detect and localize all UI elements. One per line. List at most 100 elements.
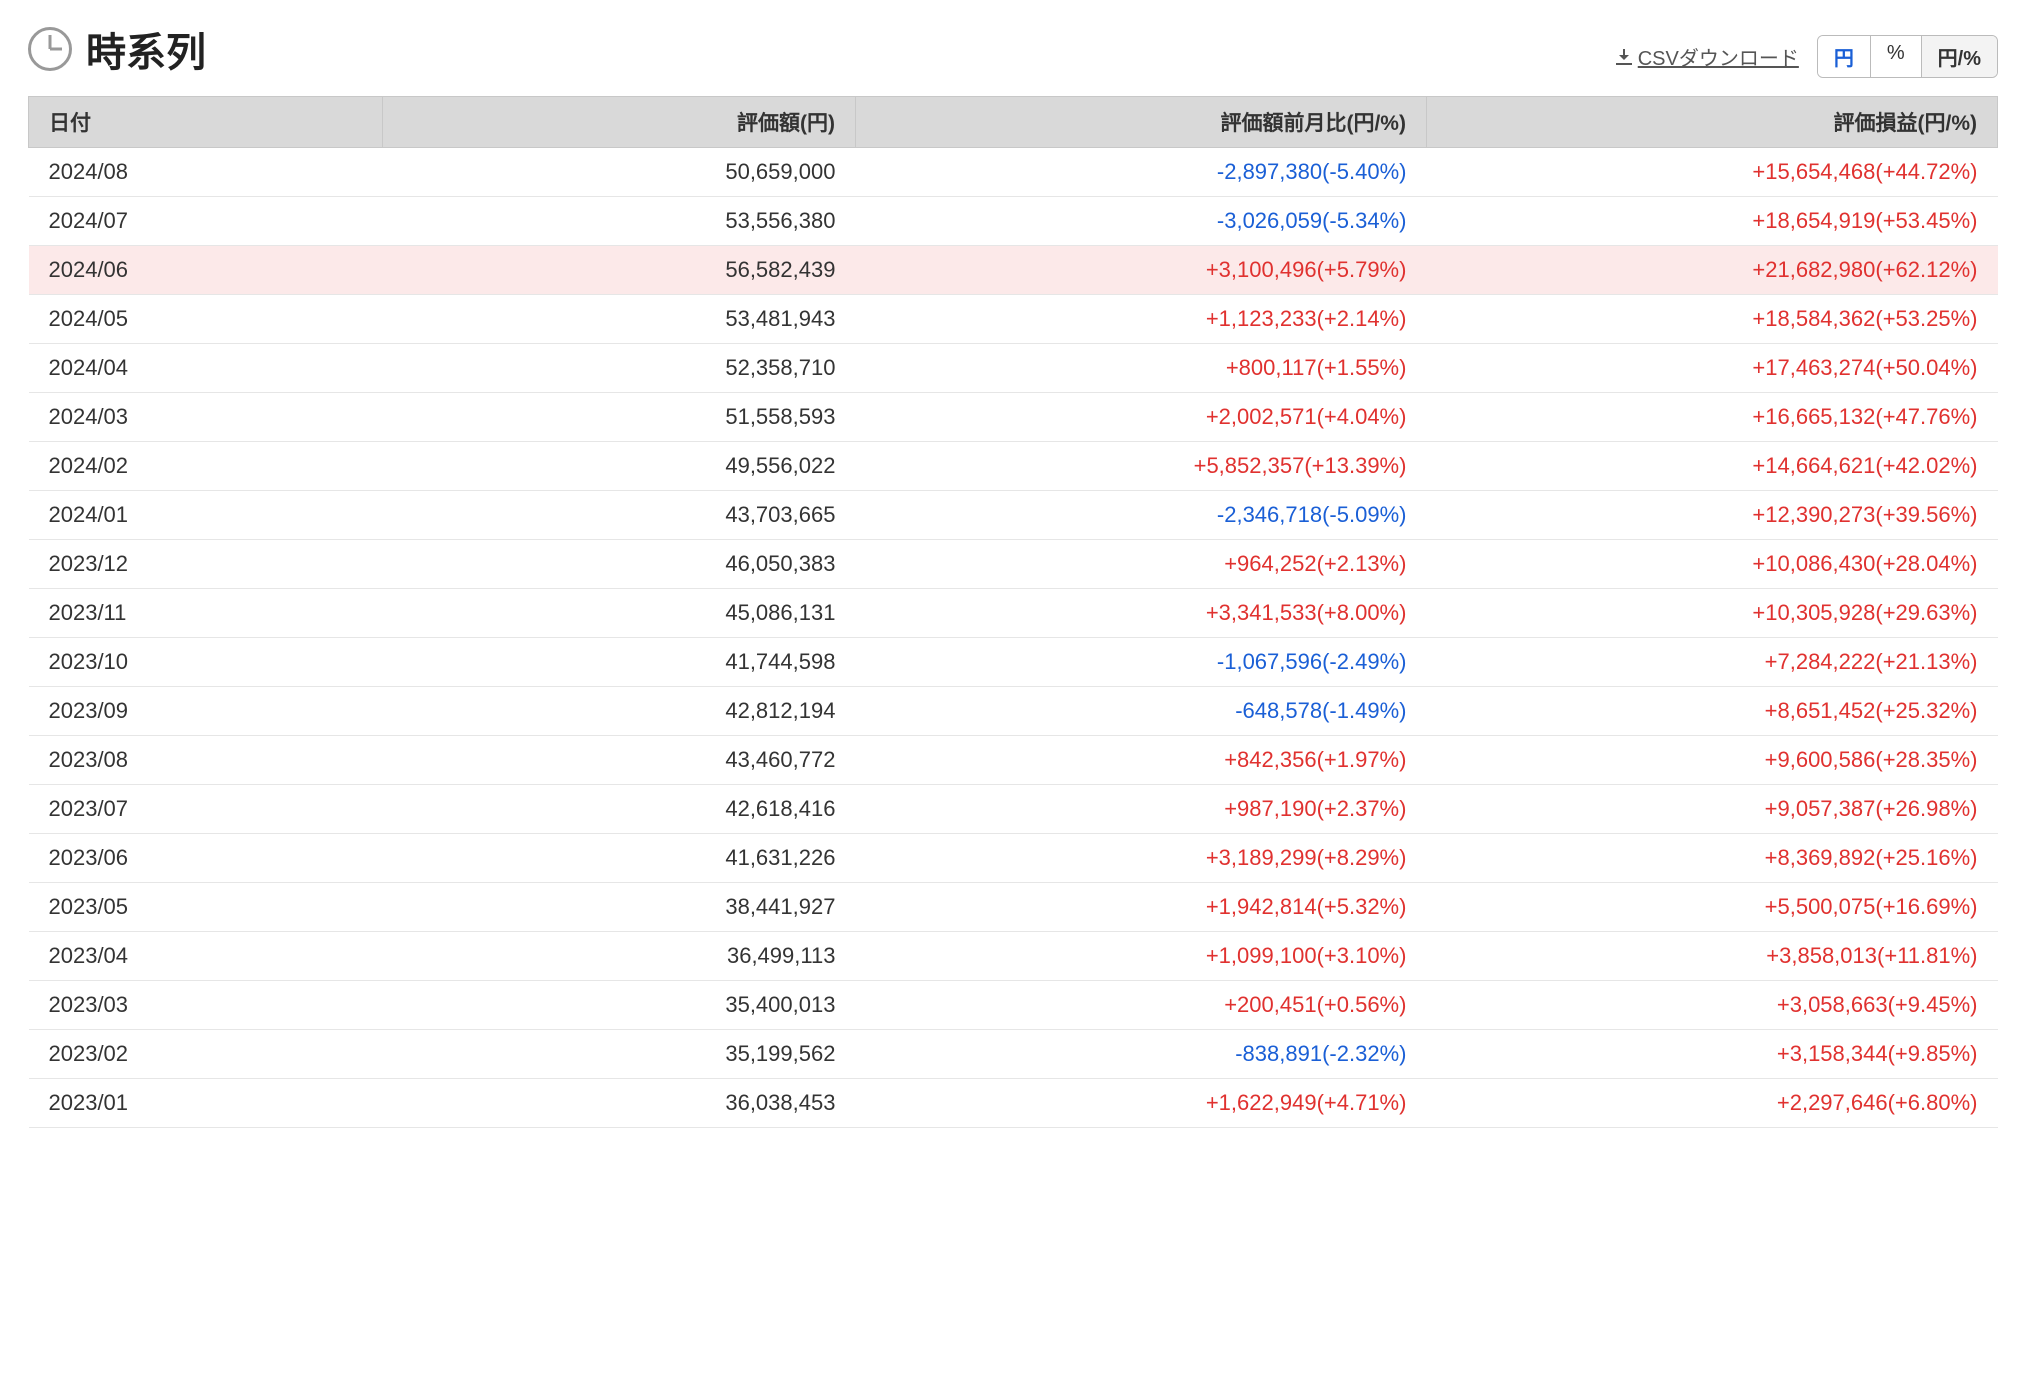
pl-pct: (+11.81%) — [1877, 943, 1977, 968]
col-pl: 評価損益(円/%) — [1426, 97, 1997, 148]
mom-amount: +964,252 — [1224, 551, 1316, 576]
mom-amount: +842,356 — [1224, 747, 1316, 772]
pl-amount: +9,057,387 — [1765, 796, 1876, 821]
cell-mom: -1,067,596(-2.49%) — [855, 638, 1426, 687]
unit-toggle-1[interactable]: % — [1871, 36, 1922, 77]
cell-value: 42,618,416 — [383, 785, 856, 834]
mom-pct: (+4.71%) — [1317, 1090, 1407, 1115]
pl-pct: (+28.04%) — [1875, 551, 1977, 576]
pl-amount: +5,500,075 — [1765, 894, 1876, 919]
table-header-row: 日付 評価額(円) 評価額前月比(円/%) 評価損益(円/%) — [29, 97, 1998, 148]
pl-pct: (+25.16%) — [1875, 845, 1977, 870]
pl-pct: (+26.98%) — [1875, 796, 1977, 821]
table-row: 2023/1246,050,383+964,252(+2.13%)+10,086… — [29, 540, 1998, 589]
table-row: 2023/0942,812,194-648,578(-1.49%)+8,651,… — [29, 687, 1998, 736]
cell-date: 2023/06 — [29, 834, 383, 883]
csv-download-label: CSVダウンロード — [1638, 42, 1799, 71]
cell-date: 2023/05 — [29, 883, 383, 932]
pl-pct: (+53.25%) — [1875, 306, 1977, 331]
cell-pl: +3,158,344(+9.85%) — [1426, 1030, 1997, 1079]
mom-pct: (+8.00%) — [1317, 600, 1407, 625]
cell-mom: +3,189,299(+8.29%) — [855, 834, 1426, 883]
table-row: 2023/1145,086,131+3,341,533(+8.00%)+10,3… — [29, 589, 1998, 638]
pl-amount: +10,086,430 — [1752, 551, 1875, 576]
cell-pl: +15,654,468(+44.72%) — [1426, 148, 1997, 197]
pl-pct: (+16.69%) — [1875, 894, 1977, 919]
pl-amount: +3,158,344 — [1777, 1041, 1888, 1066]
clock-icon — [28, 27, 72, 71]
cell-value: 41,631,226 — [383, 834, 856, 883]
page-title: 時系列 — [86, 20, 206, 78]
cell-mom: -2,346,718(-5.09%) — [855, 491, 1426, 540]
mom-pct: (+4.04%) — [1317, 404, 1407, 429]
pl-amount: +8,651,452 — [1765, 698, 1876, 723]
cell-mom: +3,100,496(+5.79%) — [855, 246, 1426, 295]
pl-pct: (+9.45%) — [1888, 992, 1978, 1017]
table-row: 2024/0850,659,000-2,897,380(-5.40%)+15,6… — [29, 148, 1998, 197]
cell-date: 2023/07 — [29, 785, 383, 834]
mom-amount: -2,346,718 — [1217, 502, 1322, 527]
mom-pct: (-5.34%) — [1322, 208, 1406, 233]
timeseries-table: 日付 評価額(円) 評価額前月比(円/%) 評価損益(円/%) 2024/085… — [28, 96, 1998, 1128]
mom-pct: (+0.56%) — [1317, 992, 1407, 1017]
table-row: 2023/0136,038,453+1,622,949(+4.71%)+2,29… — [29, 1079, 1998, 1128]
cell-pl: +14,664,621(+42.02%) — [1426, 442, 1997, 491]
cell-pl: +5,500,075(+16.69%) — [1426, 883, 1997, 932]
cell-mom: +200,451(+0.56%) — [855, 981, 1426, 1030]
pl-amount: +8,369,892 — [1765, 845, 1876, 870]
pl-pct: (+28.35%) — [1875, 747, 1977, 772]
cell-date: 2024/07 — [29, 197, 383, 246]
cell-date: 2024/03 — [29, 393, 383, 442]
cell-value: 46,050,383 — [383, 540, 856, 589]
table-row: 2024/0553,481,943+1,123,233(+2.14%)+18,5… — [29, 295, 1998, 344]
pl-pct: (+9.85%) — [1888, 1041, 1978, 1066]
pl-pct: (+50.04%) — [1875, 355, 1977, 380]
cell-value: 35,400,013 — [383, 981, 856, 1030]
pl-pct: (+62.12%) — [1875, 257, 1977, 282]
pl-amount: +9,600,586 — [1765, 747, 1876, 772]
cell-pl: +2,297,646(+6.80%) — [1426, 1079, 1997, 1128]
cell-date: 2023/10 — [29, 638, 383, 687]
unit-toggle-2[interactable]: 円/% — [1922, 36, 1997, 77]
col-mom: 評価額前月比(円/%) — [855, 97, 1426, 148]
download-icon — [1616, 49, 1632, 65]
cell-date: 2024/04 — [29, 344, 383, 393]
mom-pct: (-5.40%) — [1322, 159, 1406, 184]
cell-pl: +18,584,362(+53.25%) — [1426, 295, 1997, 344]
cell-date: 2024/06 — [29, 246, 383, 295]
cell-value: 51,558,593 — [383, 393, 856, 442]
cell-pl: +17,463,274(+50.04%) — [1426, 344, 1997, 393]
cell-value: 49,556,022 — [383, 442, 856, 491]
pl-pct: (+29.63%) — [1875, 600, 1977, 625]
cell-pl: +3,858,013(+11.81%) — [1426, 932, 1997, 981]
mom-amount: +3,189,299 — [1206, 845, 1317, 870]
cell-pl: +8,369,892(+25.16%) — [1426, 834, 1997, 883]
pl-amount: +21,682,980 — [1752, 257, 1875, 282]
unit-toggle-0[interactable]: 円 — [1818, 36, 1871, 77]
pl-amount: +3,058,663 — [1777, 992, 1888, 1017]
unit-toggle-group: 円%円/% — [1817, 35, 1998, 78]
pl-pct: (+42.02%) — [1875, 453, 1977, 478]
cell-mom: +5,852,357(+13.39%) — [855, 442, 1426, 491]
pl-amount: +14,664,621 — [1752, 453, 1875, 478]
table-row: 2024/0452,358,710+800,117(+1.55%)+17,463… — [29, 344, 1998, 393]
csv-download-link[interactable]: CSVダウンロード — [1616, 42, 1799, 71]
cell-mom: +1,622,949(+4.71%) — [855, 1079, 1426, 1128]
cell-value: 50,659,000 — [383, 148, 856, 197]
pl-amount: +17,463,274 — [1752, 355, 1875, 380]
table-row: 2023/0742,618,416+987,190(+2.37%)+9,057,… — [29, 785, 1998, 834]
cell-value: 53,556,380 — [383, 197, 856, 246]
mom-pct: (+2.14%) — [1317, 306, 1407, 331]
mom-pct: (+5.32%) — [1317, 894, 1407, 919]
pl-amount: +18,584,362 — [1752, 306, 1875, 331]
cell-mom: +1,942,814(+5.32%) — [855, 883, 1426, 932]
cell-date: 2023/01 — [29, 1079, 383, 1128]
cell-pl: +9,600,586(+28.35%) — [1426, 736, 1997, 785]
mom-amount: +3,341,533 — [1206, 600, 1317, 625]
cell-pl: +18,654,919(+53.45%) — [1426, 197, 1997, 246]
cell-date: 2024/05 — [29, 295, 383, 344]
cell-value: 35,199,562 — [383, 1030, 856, 1079]
pl-pct: (+21.13%) — [1875, 649, 1977, 674]
table-row: 2023/0235,199,562-838,891(-2.32%)+3,158,… — [29, 1030, 1998, 1079]
cell-pl: +3,058,663(+9.45%) — [1426, 981, 1997, 1030]
